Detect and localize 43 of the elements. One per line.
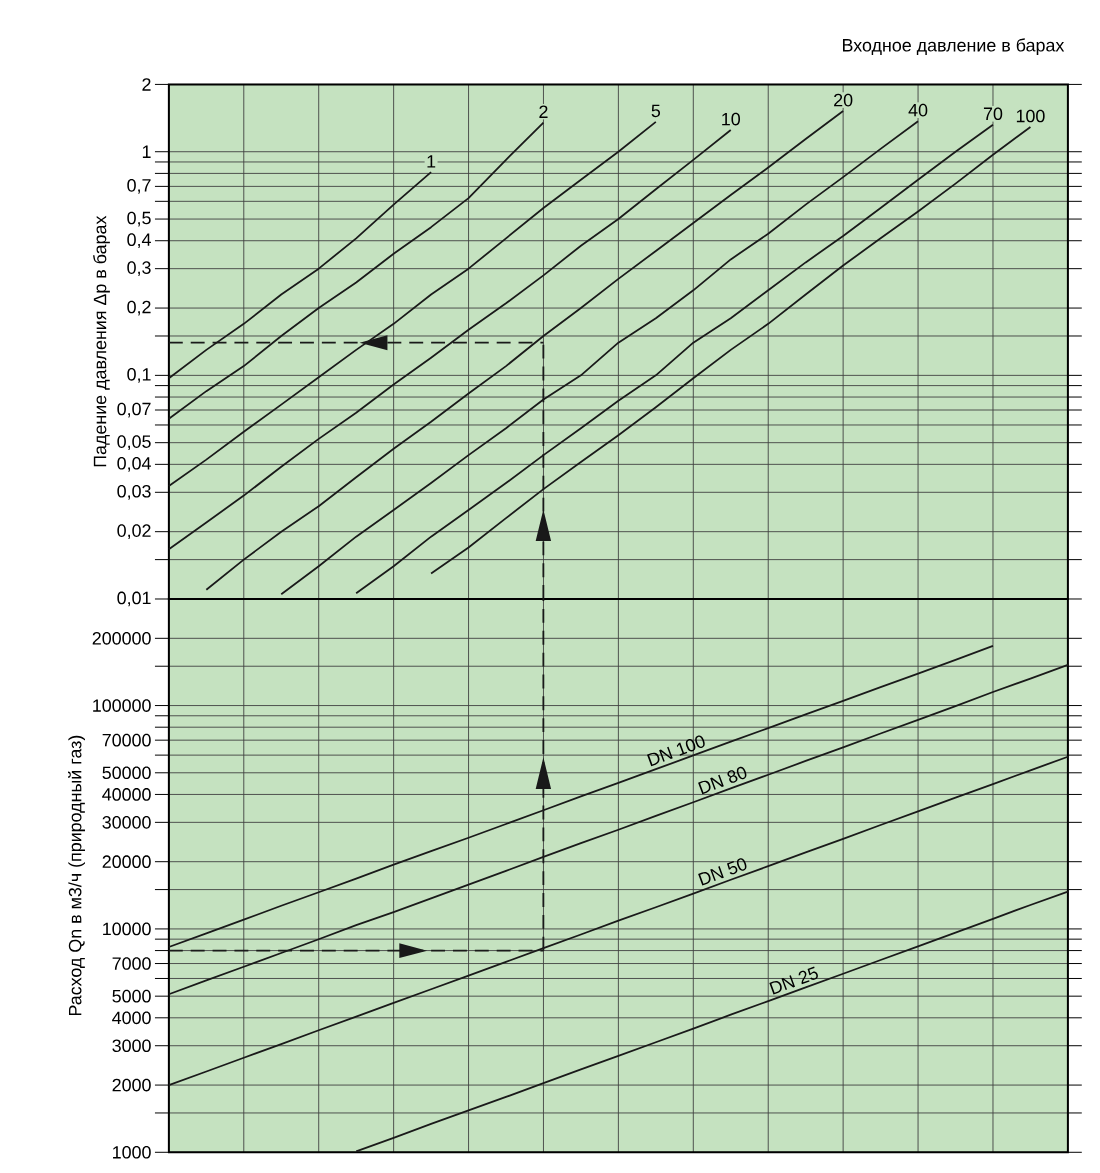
- y-tick-label: 0,1: [127, 367, 151, 383]
- y-tick-label: 0,01: [117, 591, 151, 607]
- series-label: 5: [651, 104, 661, 118]
- y-tick-label: 1: [143, 145, 151, 158]
- y-tick-label: 2: [142, 78, 151, 91]
- series-label: 2: [539, 105, 548, 118]
- y-tick-label: 0,4: [127, 233, 152, 249]
- y-tick-label: 0,3: [127, 261, 151, 277]
- text: DN 80: [698, 766, 747, 795]
- y-tick-label: 7000: [112, 957, 151, 970]
- text: DN 50: [698, 858, 747, 886]
- x-axis-title: Входное давление в барах: [843, 38, 1065, 56]
- y-tick-label: 0,2: [127, 300, 151, 316]
- text: DN 100: [647, 735, 705, 767]
- series-label: 10: [722, 112, 741, 126]
- y-tick-label: 2000: [112, 1078, 151, 1092]
- text: DN 25: [769, 966, 819, 995]
- y-axis-title: Расход Qn в м3/ч (природный газ): [68, 735, 86, 1016]
- y-axis-title: Падение давления Δp в барах: [93, 215, 111, 467]
- y-tick-label: 0,03: [117, 484, 151, 500]
- y-tick-label: 20000: [102, 855, 151, 869]
- y-tick-label: 40000: [102, 788, 151, 801]
- y-tick-label: 5000: [112, 989, 151, 1003]
- y-tick-label: 0,02: [117, 524, 151, 540]
- series-label: 70: [984, 107, 1003, 121]
- y-tick-label: 0,5: [127, 211, 151, 227]
- y-tick-label: 0,07: [117, 402, 151, 418]
- y-tick-label: 0,04: [117, 456, 152, 472]
- y-tick-label: 0,05: [117, 435, 151, 451]
- y-tick-label: 3000: [112, 1039, 151, 1053]
- y-tick-label: 0,7: [127, 179, 151, 194]
- y-tick-label: 50000: [102, 766, 151, 780]
- y-tick-label: 100000: [93, 699, 151, 712]
- series-label: 1: [427, 155, 436, 168]
- series-label: 40: [908, 103, 928, 117]
- y-tick-label: 70000: [102, 733, 151, 747]
- series-label: 20: [834, 93, 853, 107]
- y-tick-label: 200000: [92, 632, 151, 645]
- series-label: 100: [1017, 109, 1045, 123]
- y-tick-label: 30000: [102, 816, 151, 829]
- y-tick-label: 4000: [112, 1011, 151, 1025]
- y-tick-label: 1000: [113, 1145, 151, 1159]
- y-tick-label: 10000: [103, 922, 151, 936]
